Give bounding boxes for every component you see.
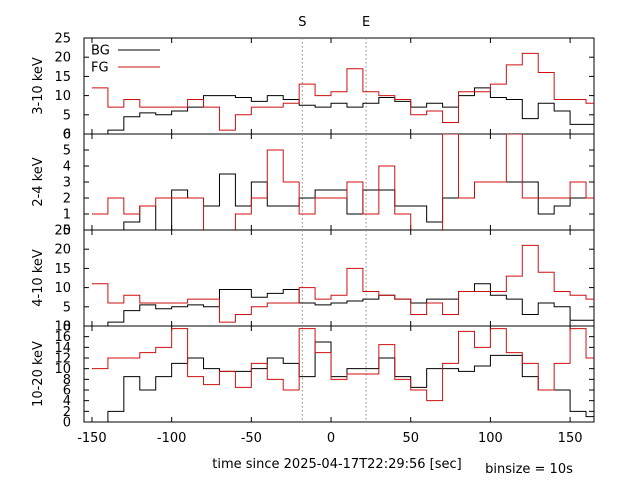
legend-label-fg: FG [91,61,109,76]
y-tick-label: 10 [54,362,71,377]
y-tick-label: 1 [63,208,71,223]
y-tick-label: 12 [54,352,71,367]
y-tick-label: 4 [63,160,71,175]
y-axis-title: 4-10 keV [31,249,46,307]
series-line-bg [91,87,594,134]
panel-frame [83,229,595,327]
x-axis-title: time since 2025-04-17T22:29:56 [sec] [212,457,461,472]
binsize-label: binsize = 10s [485,462,573,477]
y-tick-label: 5 [63,108,71,123]
x-tick-label: 50 [402,431,419,446]
series-group [91,134,594,230]
y-tick-label: 4 [63,394,71,409]
y-tick-label: 0 [63,416,71,431]
series-line-fg [91,134,594,230]
series-line-bg [91,173,594,230]
x-tick-label: 100 [478,431,503,446]
x-tick-label: 0 [327,431,335,446]
y-tick-label: 5 [63,144,71,159]
y-tick-label: 5 [63,300,71,315]
series-group [91,244,594,326]
y-tick-label: 14 [54,341,71,356]
series-line-fg [91,328,594,402]
y-tick-label: 2 [63,405,71,420]
y-axis-title: 2-4 keV [31,157,46,206]
series-line-bg [91,283,594,326]
y-axis-title: 10-20 keV [31,341,46,407]
y-tick-label: 20 [54,51,71,66]
y-tick-label: 0 [63,224,71,239]
y-axis-title: 3-10 keV [31,57,46,115]
panel-frame [83,325,595,423]
series-line-fg [91,244,594,323]
x-tick-label: -150 [77,431,107,446]
y-tick-label: 25 [54,224,71,239]
panel-3: 0 5 10 15 20 25 4-10 keV [31,224,595,335]
y-tick-label: 16 [54,330,71,345]
y-tick-label: 0 [63,128,71,143]
y-tick-label: 8 [63,373,71,388]
y-tick-label: 10 [54,281,71,296]
y-tick-label: 6 [63,128,71,143]
panel-frame [83,37,595,135]
y-tick-label: 10 [54,89,71,104]
y-tick-label: 2 [63,192,71,207]
y-tick-label: 15 [54,262,71,277]
x-tick-label: 150 [558,431,583,446]
legend: BG FG [91,44,160,76]
series-line-fg [91,52,594,131]
y-tick-label: 25 [54,32,71,47]
series-line-bg [91,341,594,422]
y-tick-label: 0 [63,320,71,335]
x-tick-label: -100 [157,431,187,446]
series-group [91,52,594,134]
y-tick-label: 20 [54,243,71,258]
y-tick-label: 15 [54,70,71,85]
marker-label-E: E [362,15,370,30]
legend-label-bg: BG [91,44,110,59]
y-tick-label: 3 [63,176,71,191]
y-tick-label: 6 [63,384,71,399]
marker-label-S: S [298,15,306,30]
panel-1: 0 5 10 15 20 25 3-10 keV BG FG [31,32,595,143]
series-group [91,328,594,422]
x-axis: S E -150 -100 -50 0 50 100 150 [77,15,582,446]
x-tick-label: -50 [241,431,262,446]
y-tick-label: 18 [54,320,71,335]
